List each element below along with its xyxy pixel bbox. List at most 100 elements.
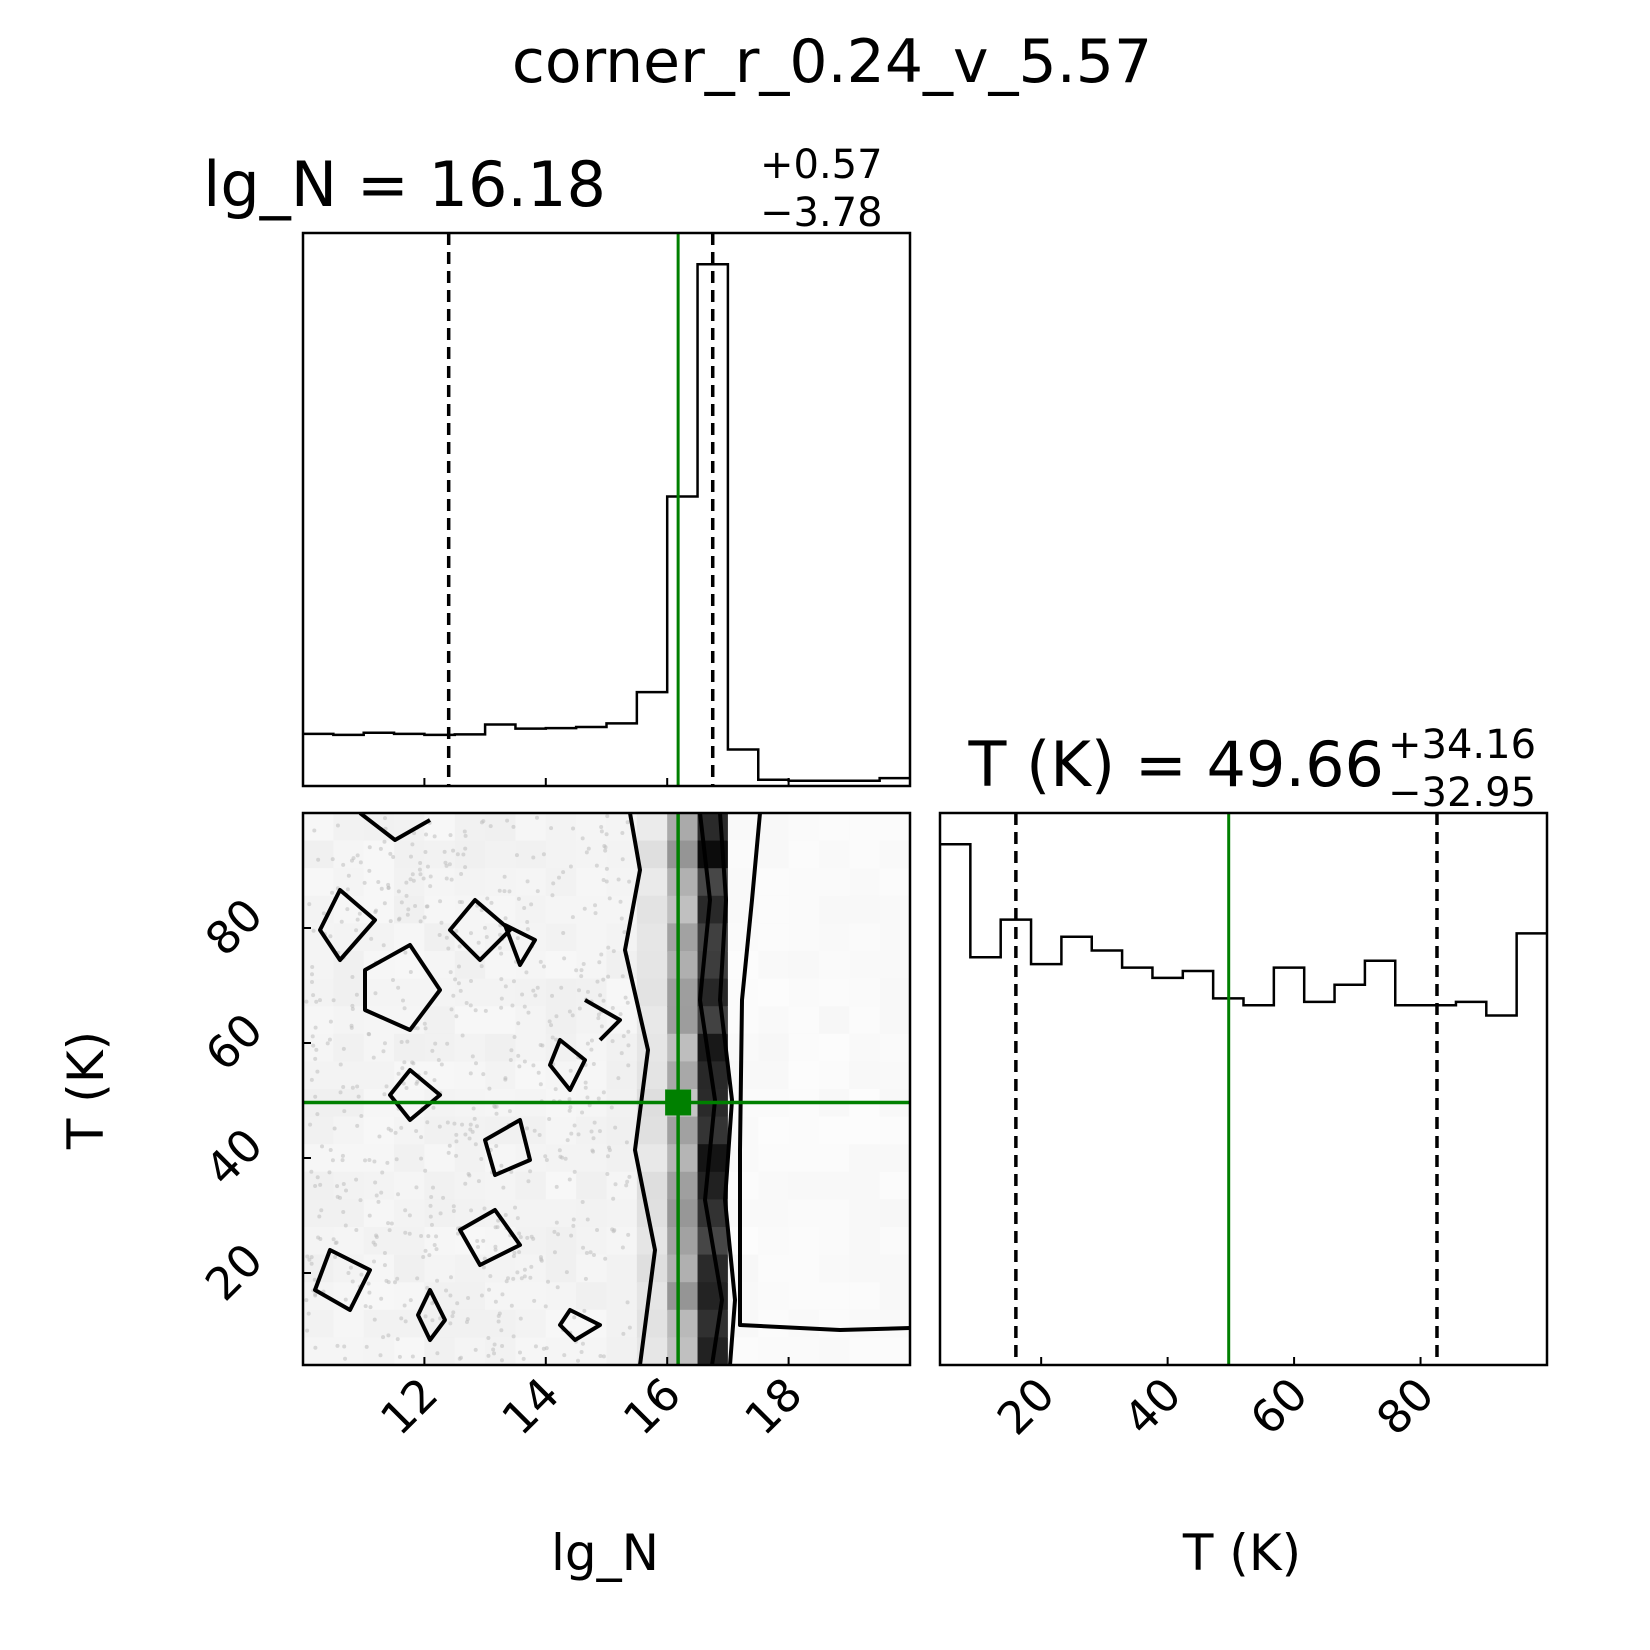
scatter-point (585, 1041, 590, 1046)
density-cell (363, 895, 395, 924)
scatter-point (313, 1025, 318, 1030)
scatter-point (427, 1253, 432, 1258)
scatter-point (405, 1039, 410, 1044)
scatter-point (382, 1263, 387, 1268)
scatter-point (447, 1143, 452, 1148)
scatter-point (451, 993, 456, 998)
scatter-point (493, 1247, 498, 1252)
scatter-point (517, 1350, 522, 1355)
scatter-point (428, 874, 433, 879)
density-cell (636, 1144, 668, 1173)
scatter-point (344, 1188, 349, 1193)
lgN-title-name: lg_N (203, 148, 337, 221)
scatter-point (408, 969, 413, 974)
scatter-point (312, 828, 317, 833)
lgN-marginal-frame (301, 231, 912, 788)
density-cell (849, 923, 881, 952)
density-cell (485, 1033, 517, 1062)
scatter-point (625, 820, 630, 825)
scatter-point (505, 1276, 510, 1281)
scatter-point (584, 1250, 589, 1255)
scatter-point (371, 1055, 376, 1060)
scatter-point (358, 1198, 363, 1203)
density-cell (363, 1144, 395, 1173)
scatter-point (400, 1066, 405, 1071)
density-cell (363, 1033, 395, 1062)
scatter-point (319, 1208, 324, 1213)
scatter-point (516, 1053, 521, 1058)
scatter-point (387, 1228, 392, 1233)
scatter-point (554, 1014, 559, 1019)
density-cell (333, 1144, 365, 1173)
density-cell (576, 840, 608, 869)
density-cell (758, 1061, 790, 1090)
scatter-point (515, 1216, 520, 1221)
scatter-point (468, 1127, 473, 1132)
scatter-point (445, 1041, 450, 1046)
scatter-point (500, 1292, 505, 1297)
scatter-point (601, 1354, 606, 1359)
scatter-point (384, 1084, 389, 1089)
scatter-point (525, 879, 530, 884)
scatter-point (610, 1039, 615, 1044)
scatter-point (429, 1222, 434, 1227)
density-cell (879, 1199, 910, 1228)
scatter-point (389, 1221, 394, 1226)
scatter-point (498, 932, 503, 937)
scatter-point (621, 1034, 626, 1039)
T-title-value: 49.66 (1207, 728, 1385, 801)
scatter-point (388, 919, 393, 924)
scatter-point (515, 936, 520, 941)
scatter-point (522, 1059, 527, 1064)
scatter-point (469, 931, 474, 936)
scatter-point (585, 1095, 590, 1100)
scatter-point (489, 900, 494, 905)
scatter-point (582, 906, 587, 911)
density-cell (303, 840, 334, 869)
scatter-point (381, 1049, 386, 1054)
scatter-point (442, 849, 447, 854)
density-cell (697, 1144, 729, 1173)
lgN-title-minus: −3.78 (760, 190, 883, 236)
scatter-point (408, 877, 413, 882)
scatter-point (321, 911, 326, 916)
scatter-point (396, 1071, 401, 1076)
scatter-point (583, 1080, 588, 1085)
scatter-point (335, 823, 340, 828)
density-cell (727, 1061, 759, 1090)
scatter-point (389, 1128, 394, 1133)
scatter-point (492, 1342, 497, 1347)
density-cell (727, 923, 759, 952)
scatter-point (586, 846, 591, 851)
density-cell (849, 1282, 881, 1311)
scatter-point (627, 1325, 632, 1330)
scatter-point (497, 888, 502, 893)
density-cell (606, 1033, 638, 1062)
scatter-point (418, 872, 423, 877)
scatter-point (355, 917, 360, 922)
density-cell (788, 1337, 820, 1365)
scatter-point (559, 985, 564, 990)
scatter-point (430, 1318, 435, 1323)
scatter-point (390, 977, 395, 982)
scatter-point (540, 1043, 545, 1048)
density-cell (303, 1006, 334, 1035)
scatter-point (423, 1168, 428, 1173)
scatter-point (549, 826, 554, 831)
scatter-point (381, 943, 386, 948)
scatter-point (491, 1347, 496, 1352)
density-cell (667, 1116, 699, 1145)
scatter-point (444, 1288, 449, 1293)
x-axis-label-lgN: lg_N (551, 1524, 659, 1582)
scatter-point (378, 1353, 383, 1358)
scatter-point (355, 1084, 360, 1089)
scatter-point (372, 1259, 377, 1264)
contour-island (584, 998, 622, 1042)
density-cell (879, 951, 910, 980)
scatter-point (328, 1019, 333, 1024)
scatter-point (503, 1077, 508, 1082)
scatter-point (448, 833, 453, 838)
scatter-point (606, 974, 611, 979)
scatter-point (511, 1276, 516, 1281)
density-cell (333, 1116, 365, 1145)
